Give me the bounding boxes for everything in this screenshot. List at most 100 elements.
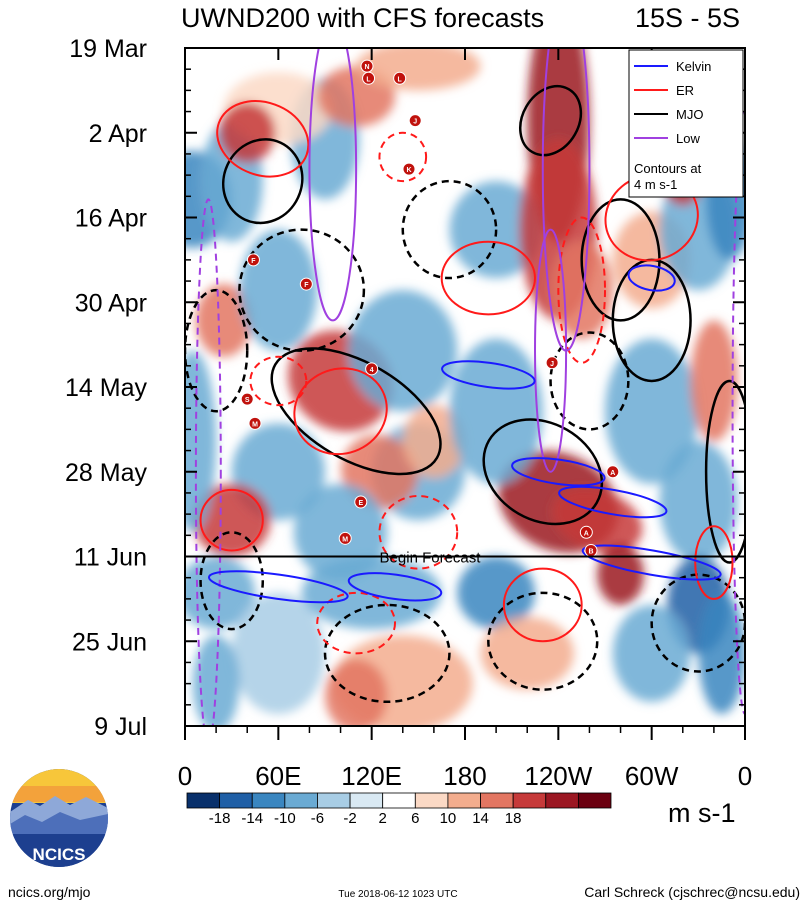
chart-title: UWND200 with CFS forecasts (181, 3, 544, 33)
er-contour (694, 525, 734, 600)
kelvin-contour (511, 457, 606, 487)
colorbar-tick-label: -6 (311, 810, 324, 827)
colorbar-tick-label: 2 (379, 810, 387, 827)
anomaly-region (325, 659, 388, 726)
x-tick-label: 60W (625, 761, 679, 791)
colorbar-swatch (284, 792, 318, 809)
legend-note-line1: Contours at (634, 161, 702, 176)
colorbar-tick-label: -14 (241, 810, 263, 827)
y-tick-label: 30 Apr (75, 289, 147, 317)
legend: Kelvin ER MJO Low Contours at 4 m s-1 (628, 49, 744, 198)
storm-marker: F (246, 253, 260, 267)
y-axis: 19 Mar 2 Apr 16 Apr 30 Apr 14 May 28 May 11 Ju… (65, 35, 745, 741)
storm-marker: E (354, 495, 368, 509)
storm-marker-circle (299, 277, 313, 291)
x-tick-label: 120W (524, 761, 592, 791)
y-tick-label: 9 Jul (94, 713, 147, 741)
y-tick-label: 16 Apr (75, 205, 147, 233)
legend-label: MJO (676, 107, 703, 122)
anomaly-region (659, 441, 738, 563)
legend-note-line2: 4 m s-1 (634, 177, 677, 192)
storm-marker-letter: J (550, 361, 554, 368)
colorbar-swatch (219, 792, 253, 809)
anomaly-region (612, 604, 691, 702)
colorbar-swatch (414, 792, 449, 809)
storm-marker: A (579, 525, 593, 539)
footer-right: Carl Schreck (cjschrec@ncsu.edu) (584, 884, 800, 900)
storm-marker-letter: L (366, 76, 371, 83)
colorbar-tick-label: -10 (274, 810, 296, 827)
er-contour (440, 240, 537, 316)
colorbar-unit: m s-1 (668, 798, 736, 828)
storm-marker-circle (408, 114, 422, 128)
storm-marker-circle (606, 465, 620, 479)
er-contour (557, 216, 607, 364)
anomaly-region (231, 592, 325, 714)
legend-label: ER (676, 83, 694, 98)
er-contour (502, 567, 583, 643)
colorbar-swatch (480, 792, 514, 809)
storm-marker: N (360, 59, 374, 73)
colorbar-swatch (545, 792, 579, 809)
storm-marker: L (362, 71, 376, 85)
colorbar-tick-label: 10 (440, 810, 457, 827)
mjo-contour (487, 591, 599, 691)
er-contour (378, 494, 459, 570)
storm-marker-circle (579, 525, 593, 539)
er-contour (316, 591, 397, 655)
storm-marker: J (408, 114, 422, 128)
storm-marker-letter: F (304, 282, 309, 289)
anomaly-region (192, 483, 271, 557)
colorbar: -18 -14 -10 -6 -2 2 6 10 14 18 (186, 792, 612, 827)
colorbar-tick-label: -2 (343, 810, 356, 827)
mjo-contour (199, 531, 265, 631)
storm-marker-letter: F (251, 258, 256, 265)
storm-marker-letter: E (358, 500, 363, 507)
storm-marker: J (545, 356, 559, 370)
anomaly-region (185, 350, 217, 533)
mjo-contour (519, 84, 583, 157)
storm-marker-letter: M (252, 421, 258, 428)
kelvin-contour (581, 544, 722, 581)
ncics-logo: NCICS (10, 769, 108, 867)
mjo-contour (323, 603, 451, 704)
storm-marker-letter: M (342, 536, 348, 543)
x-tick-label: 120E (341, 761, 402, 791)
anomaly-region (480, 617, 574, 690)
colorbar-swatch (577, 792, 612, 809)
colorbar-tick-label: 14 (472, 810, 489, 827)
anomaly-region (195, 284, 252, 357)
colorbar-swatch (512, 792, 547, 809)
legend-label: Low (676, 131, 700, 146)
storm-marker-circle (246, 253, 260, 267)
er-contour (249, 355, 308, 407)
anomaly-region (457, 556, 535, 630)
storm-marker-circle (362, 71, 376, 85)
storm-marker: F (299, 277, 313, 291)
anomaly-region (348, 290, 458, 412)
colorbar-swatch (186, 792, 221, 809)
storm-marker-circle (545, 356, 559, 370)
y-tick-label: 25 Jun (72, 628, 147, 656)
forecast-start-label: Begin Forecast (380, 550, 482, 567)
x-axis: 0 60E 120E 180 120W 60W 0 (178, 48, 752, 791)
colorbar-tick-label: -18 (209, 810, 231, 827)
storm-marker-letter: N (364, 64, 369, 71)
er-contour (216, 100, 310, 178)
y-tick-label: 2 Apr (89, 120, 147, 148)
kelvin-contour (441, 360, 536, 390)
filtered-contours (185, 48, 745, 726)
storm-marker: A (606, 465, 620, 479)
storm-marker-letter: K (406, 167, 411, 174)
x-tick-label: 0 (178, 761, 192, 791)
storm-marker-circle (354, 495, 368, 509)
anomaly-region (698, 592, 745, 714)
legend-box (628, 49, 744, 198)
logo-text: NCICS (33, 845, 86, 864)
storm-marker-circle (365, 362, 379, 376)
storm-marker: M (338, 531, 352, 545)
low-contour (308, 48, 358, 322)
colorbar-swatch (317, 792, 351, 809)
anomaly-region (690, 320, 738, 442)
